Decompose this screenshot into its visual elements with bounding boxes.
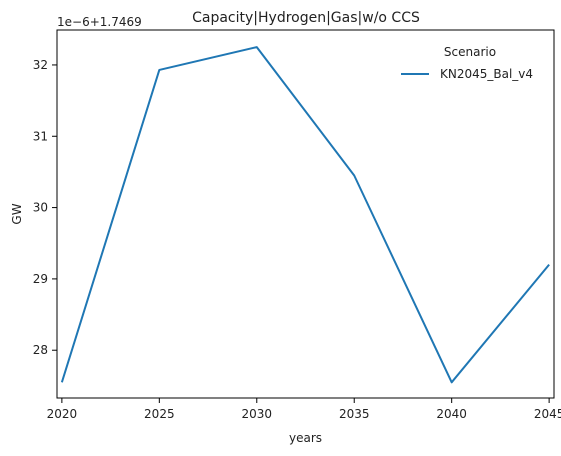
x-tick-label: 2035 xyxy=(339,407,370,421)
x-tick-label: 2045 xyxy=(534,407,561,421)
y-axis-offset-text: 1e−6+1.7469 xyxy=(57,15,142,29)
y-tick-label: 31 xyxy=(33,129,48,143)
legend-title: Scenario xyxy=(444,45,496,59)
series-line-0 xyxy=(60,46,550,384)
x-tick-label: 2020 xyxy=(47,407,78,421)
x-tick-label: 2025 xyxy=(144,407,175,421)
y-tick-label: 30 xyxy=(33,201,48,215)
y-axis: 28 29 30 31 32 xyxy=(33,58,57,357)
plot-area xyxy=(60,46,550,384)
y-tick-label: 32 xyxy=(33,58,48,72)
chart-title: Capacity|Hydrogen|Gas|w/o CCS xyxy=(192,10,420,26)
x-tick-label: 2040 xyxy=(436,407,467,421)
y-axis-label: GW xyxy=(10,203,24,224)
legend: Scenario KN2045_Bal_v4 xyxy=(401,45,533,81)
x-axis: 2020 2025 2030 2035 2040 2045 xyxy=(47,398,561,421)
x-tick-label: 2030 xyxy=(242,407,273,421)
axes-frame xyxy=(56,29,555,399)
x-axis-label: years xyxy=(289,431,322,445)
y-tick-label: 28 xyxy=(33,343,48,357)
y-tick-label: 29 xyxy=(33,272,48,286)
legend-entry-label: KN2045_Bal_v4 xyxy=(440,67,533,81)
